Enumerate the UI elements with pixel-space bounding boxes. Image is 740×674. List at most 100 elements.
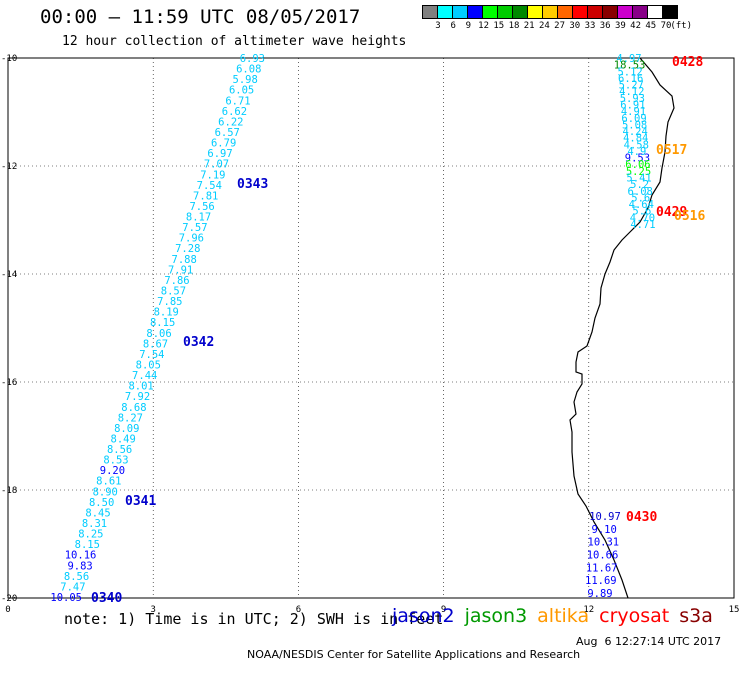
legend-label: 12 [478,21,490,31]
wave-height-value: 7.86 [164,275,189,287]
wave-height-value: 8.27 [118,412,143,424]
wave-height-value: 8.56 [64,571,89,583]
wave-height-value: 8.49 [111,433,136,445]
wave-height-value: 5.6 [632,206,651,218]
wave-height-value: 10.97 [589,511,621,523]
wave-height-value: 7.07 [204,159,229,171]
y-tick-label: -14 [1,270,17,280]
wave-height-value: 7.85 [157,296,182,308]
legend-label: 39 [614,21,626,31]
wave-height-value: 4.84 [623,133,648,145]
pass-time-label: 0343 [237,177,268,192]
wave-height-value: 8.19 [154,307,179,319]
satellite-name: altika [537,605,590,627]
wave-height-value: 5.41 [626,173,651,185]
wave-height-value: 8.45 [85,507,110,519]
wave-height-value: 8.90 [93,486,118,498]
pass-time-label: 0342 [183,335,214,350]
legend-label: 6 [450,21,456,31]
legend-label: 45 [645,21,657,31]
legend-label: 21 [523,21,535,31]
wave-height-value: 4.97 [616,53,641,65]
wave-height-value: 8.31 [82,518,107,530]
pass-time-label: 0429 [656,205,687,220]
wave-height-value: 8.67 [143,338,168,350]
wave-height-value: 11.67 [586,562,618,574]
wave-height-value: 4.71 [630,219,655,231]
wave-height-value: 4.9 [627,146,646,158]
x-tick-label: 12 [583,605,594,615]
wave-height-value: 7.28 [175,243,200,255]
x-tick-label: 3 [150,605,155,615]
wave-height-value: 5.98 [233,74,258,86]
pass-time-label: 0430 [626,510,657,525]
wave-height-value: 7.47 [60,581,85,593]
wave-height-value: 10.31 [588,537,620,549]
color-legend-labels: 3 6 9 12 15 18 21 24 27 30 33 36 39 42 45 70 (ft) [422,21,740,33]
wave-height-value: 7.19 [200,169,225,181]
wave-height-value: 6.57 [215,127,240,139]
wave-height-value: 4.12 [619,86,644,98]
wave-height-value: 6.79 [211,138,236,150]
wave-height-value: 9.89 [587,588,612,600]
wave-height-value: 5.2 [630,179,649,191]
wave-height-value: 6.08 [236,64,261,76]
wave-height-value: 8.68 [121,402,146,414]
wave-height-value: 8.56 [107,444,132,456]
wave-height-value: 7.81 [193,190,218,202]
generated-timestamp: Aug 6 12:27:14 UTC 2017 [576,635,722,648]
wave-height-value: 6.97 [207,148,232,160]
wave-height-value: 6.93 [240,53,265,65]
map-subtitle: 12 hour collection of altimeter wave hei… [62,34,407,49]
wave-height-value: 7.56 [189,201,214,213]
wave-height-value: 4.64 [629,199,654,211]
satellite-legend: jason2 jason3 altika cryosat s3a [392,605,723,627]
legend-label: (ft) [670,21,693,31]
axis-ticks: 0 3 6 9 12 15 -10 -12 -14 -16 -18 -20 [1,54,739,615]
wave-height-value: 5.93 [620,93,645,105]
legend-label: 9 [465,21,472,31]
wave-height-value: 4.24 [623,126,648,138]
legend-swatch [662,5,678,19]
legend-label: 30 [569,21,581,31]
satellite-name: s3a [679,605,713,627]
legend-label: 24 [538,21,550,31]
wave-height-value: 7.92 [125,391,150,403]
legend-label: 42 [630,21,642,31]
wave-height-value: 6.22 [218,116,243,128]
wave-height-value: 6.91 [620,99,645,111]
pass-time-label: 0516 [674,209,705,224]
wave-height-value: 6.16 [618,73,643,85]
wave-height-value: 6.62 [222,106,247,118]
wave-height-value: 5.12 [617,66,642,78]
wave-height-value: 8.61 [96,476,121,488]
altimeter-tracks: 6.936.085.986.056.716.626.226.576.796.97… [50,53,655,604]
wave-height-value: 4.58 [624,139,649,151]
wave-height-value: 9.20 [100,465,125,477]
satellite-name: cryosat [599,605,670,627]
wave-height-value: 10.16 [65,550,97,562]
wave-height-value: 7.96 [179,233,204,245]
map-frame [7,57,735,599]
wave-height-value: 5.27 [619,80,644,92]
wave-height-value: 5.6 [631,192,650,204]
wave-height-value: 8.09 [114,423,139,435]
map-grid [7,57,735,599]
wave-height-value: 9.53 [625,153,650,165]
legend-label: 18 [508,21,520,31]
wave-height-value: 4.91 [621,106,646,118]
wave-height-value: 8.17 [186,212,211,224]
wave-height-value: 10.66 [587,550,619,562]
legend-label: 27 [554,21,566,31]
pass-time-label: 0428 [672,55,703,70]
coastline [569,57,675,599]
wave-height-value: 6.09 [621,113,646,125]
wave-height-value: 8.50 [89,497,114,509]
wave-height-value: 11.69 [585,575,617,587]
y-tick-label: -10 [1,54,17,64]
wave-height-value: 5.08 [622,119,647,131]
legend-label: 36 [599,21,611,31]
wave-height-value: 8.53 [103,455,128,467]
wave-height-value: 8.15 [150,317,175,329]
